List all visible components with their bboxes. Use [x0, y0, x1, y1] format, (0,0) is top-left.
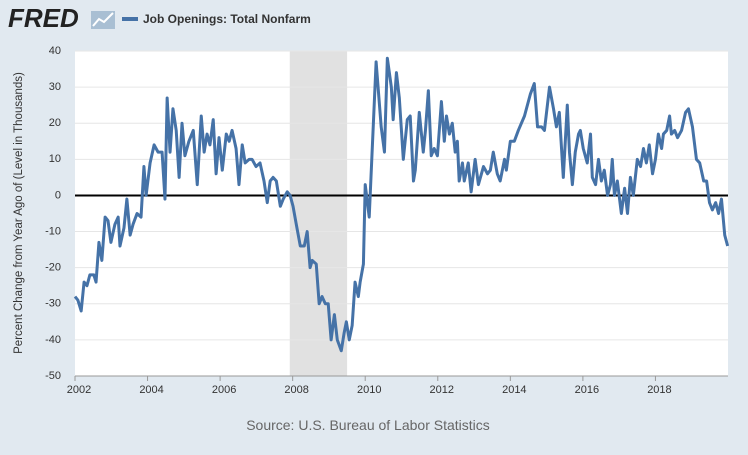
- series-line: [73, 56, 730, 353]
- y-tick-label: -20: [45, 262, 61, 274]
- x-tick-label: 2012: [430, 384, 454, 396]
- logo: FRED: [8, 3, 79, 33]
- y-tick-label: 10: [49, 153, 61, 165]
- x-tick-label: 2002: [67, 384, 91, 396]
- x-tick-label: 2014: [502, 384, 526, 396]
- x-tick-label: 2006: [212, 384, 236, 396]
- x-tick-label: 2016: [575, 384, 599, 396]
- y-axis-label: Percent Change from Year Ago of (Level i…: [13, 72, 25, 354]
- x-tick-label: 2004: [139, 384, 163, 396]
- y-tick-label: 20: [49, 117, 61, 129]
- y-tick-label: 0: [55, 189, 61, 201]
- recession-band: [289, 51, 348, 376]
- y-tick-label: 30: [49, 81, 61, 93]
- y-tick-label: -10: [45, 225, 61, 237]
- x-tick-label: 2010: [357, 384, 381, 396]
- x-tick-label: 2008: [284, 384, 308, 396]
- logo-icon: [91, 11, 115, 29]
- plot-area: [75, 51, 728, 376]
- y-tick-label: -50: [45, 370, 61, 382]
- legend-label: Job Openings: Total Nonfarm: [143, 12, 311, 26]
- y-tick-label: 40: [49, 45, 61, 57]
- source: Source: U.S. Bureau of Labor Statistics: [246, 417, 490, 433]
- y-tick-label: -40: [45, 334, 61, 346]
- x-tick-label: 2018: [647, 384, 671, 396]
- y-tick-label: -30: [45, 298, 61, 310]
